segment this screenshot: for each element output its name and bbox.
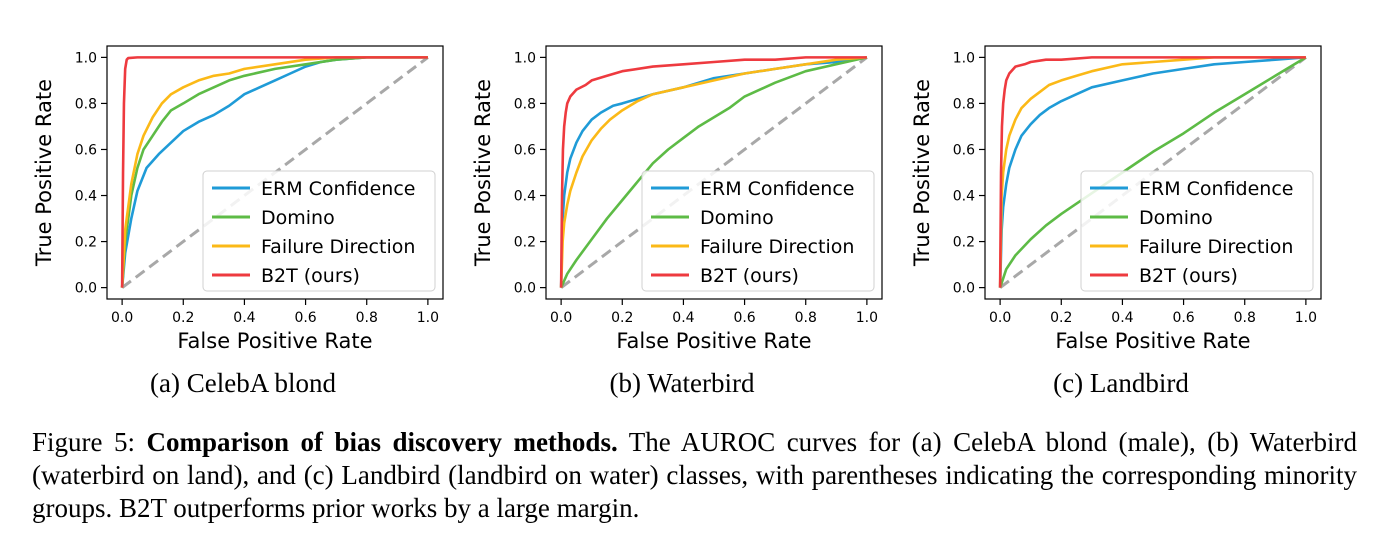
series-line-1	[120, 56, 428, 288]
x-tick-label: 0.6	[1172, 310, 1194, 326]
y-tick-label: 0.8	[514, 96, 536, 112]
series-line-3	[120, 56, 428, 288]
y-tick-label: 1.0	[75, 50, 97, 66]
legend-box	[202, 170, 436, 292]
y-tick-label: 0.6	[514, 142, 536, 158]
x-tick-label: 1.0	[856, 310, 878, 326]
x-axis-label: False Positive Rate	[1055, 329, 1250, 353]
legend: ERM Confidence Domino Failure Direction B2T…	[202, 170, 436, 292]
legend-label-3: B2T (ours)	[700, 265, 799, 287]
chart-panel-0: 0.0 0.2 0.4 0.6 0.8 1.0 0.0 0.2 0.4 0.6 0.8 1.0 Fals…	[32, 45, 444, 353]
x-tick-label: 0.8	[1234, 310, 1256, 326]
y-tick-label: 0.0	[75, 281, 97, 297]
x-axis-label: False Positive Rate	[616, 329, 811, 353]
legend-label-3: B2T (ours)	[261, 265, 360, 287]
legend-label-0: ERM Confidence	[261, 178, 415, 200]
legend-label-2: Failure Direction	[1139, 236, 1293, 258]
legend: ERM Confidence Domino Failure Direction B2T…	[1080, 170, 1314, 292]
y-tick-label: 0.4	[75, 189, 97, 205]
y-tick-label: 0.0	[953, 281, 975, 297]
series-line-1	[559, 56, 868, 289]
legend-label-0: ERM Confidence	[700, 178, 854, 200]
series-line-0	[998, 56, 1306, 288]
x-tick-label: 1.0	[1295, 310, 1317, 326]
caption-bold: Comparison of bias discovery methods.	[146, 427, 618, 457]
x-tick-label: 0.2	[611, 310, 633, 326]
caption-prefix: Figure 5:	[32, 427, 147, 457]
subcaption-c: (c) Landbird	[1053, 368, 1189, 398]
x-tick-label: 0.8	[356, 310, 378, 326]
y-axis-label: True Positive Rate	[471, 79, 495, 267]
x-tick-label: 0.2	[1050, 310, 1072, 326]
legend-label-1: Domino	[700, 207, 774, 229]
y-tick-label: 1.0	[514, 50, 536, 66]
legend-label-3: B2T (ours)	[1139, 265, 1238, 287]
figure-charts: 0.0 0.2 0.4 0.6 0.8 1.0 0.0 0.2 0.4 0.6 0.8 1.0 Fals…	[32, 45, 1322, 353]
y-tick-label: 0.8	[953, 96, 975, 112]
x-tick-label: 0.4	[233, 310, 255, 326]
series-line-2	[998, 56, 1306, 288]
y-tick-label: 0.0	[514, 281, 536, 297]
subcaption-b: (b) Waterbird	[609, 368, 755, 398]
y-axis-label: True Positive Rate	[910, 79, 934, 267]
legend-label-1: Domino	[1139, 207, 1213, 229]
x-tick-label: 0.2	[172, 310, 194, 326]
y-axis-label: True Positive Rate	[32, 79, 56, 267]
chart-panel-2: 0.0 0.2 0.4 0.6 0.8 1.0 0.0 0.2 0.4 0.6 0.8 1.0 Fals…	[910, 45, 1322, 353]
x-tick-label: 0.0	[989, 310, 1011, 326]
y-tick-label: 0.6	[953, 142, 975, 158]
series-line-3	[559, 56, 867, 288]
series-line-3	[998, 56, 1306, 288]
legend-box	[1080, 170, 1314, 292]
y-tick-label: 0.8	[75, 96, 97, 112]
caption-body: The AUROC curves for (a) CelebA blond (m…	[32, 427, 1358, 523]
legend: ERM Confidence Domino Failure Direction B2T…	[641, 170, 875, 292]
y-tick-label: 0.2	[514, 235, 536, 251]
figure-caption: Figure 5: Comparison of bias discovery m…	[32, 426, 1357, 525]
y-tick-label: 0.4	[514, 189, 536, 205]
legend-label-1: Domino	[261, 207, 335, 229]
subcaption-a: (a) CelebA blond	[150, 368, 336, 398]
x-tick-label: 0.0	[550, 310, 572, 326]
x-axis-label: False Positive Rate	[177, 329, 372, 353]
legend-label-0: ERM Confidence	[1139, 178, 1293, 200]
x-tick-label: 0.6	[733, 310, 755, 326]
series-line-2	[559, 56, 867, 288]
x-tick-label: 1.0	[417, 310, 439, 326]
plot-frame	[984, 45, 1322, 300]
x-tick-label: 0.4	[1111, 310, 1133, 326]
chart-panel-1: 0.0 0.2 0.4 0.6 0.8 1.0 0.0 0.2 0.4 0.6 0.8 1.0 Fals…	[471, 45, 883, 353]
y-tick-label: 1.0	[953, 50, 975, 66]
legend-label-2: Failure Direction	[700, 236, 854, 258]
x-tick-label: 0.4	[672, 310, 694, 326]
y-tick-label: 0.6	[75, 142, 97, 158]
x-tick-label: 0.8	[795, 310, 817, 326]
y-tick-label: 0.4	[953, 189, 975, 205]
plot-frame	[545, 45, 883, 300]
plot-frame	[106, 45, 444, 300]
y-tick-label: 0.2	[953, 235, 975, 251]
legend-label-2: Failure Direction	[261, 236, 415, 258]
y-tick-label: 0.2	[75, 235, 97, 251]
x-tick-label: 0.6	[294, 310, 316, 326]
x-tick-label: 0.0	[111, 310, 133, 326]
series-line-2	[120, 56, 428, 288]
legend-box	[641, 170, 875, 292]
